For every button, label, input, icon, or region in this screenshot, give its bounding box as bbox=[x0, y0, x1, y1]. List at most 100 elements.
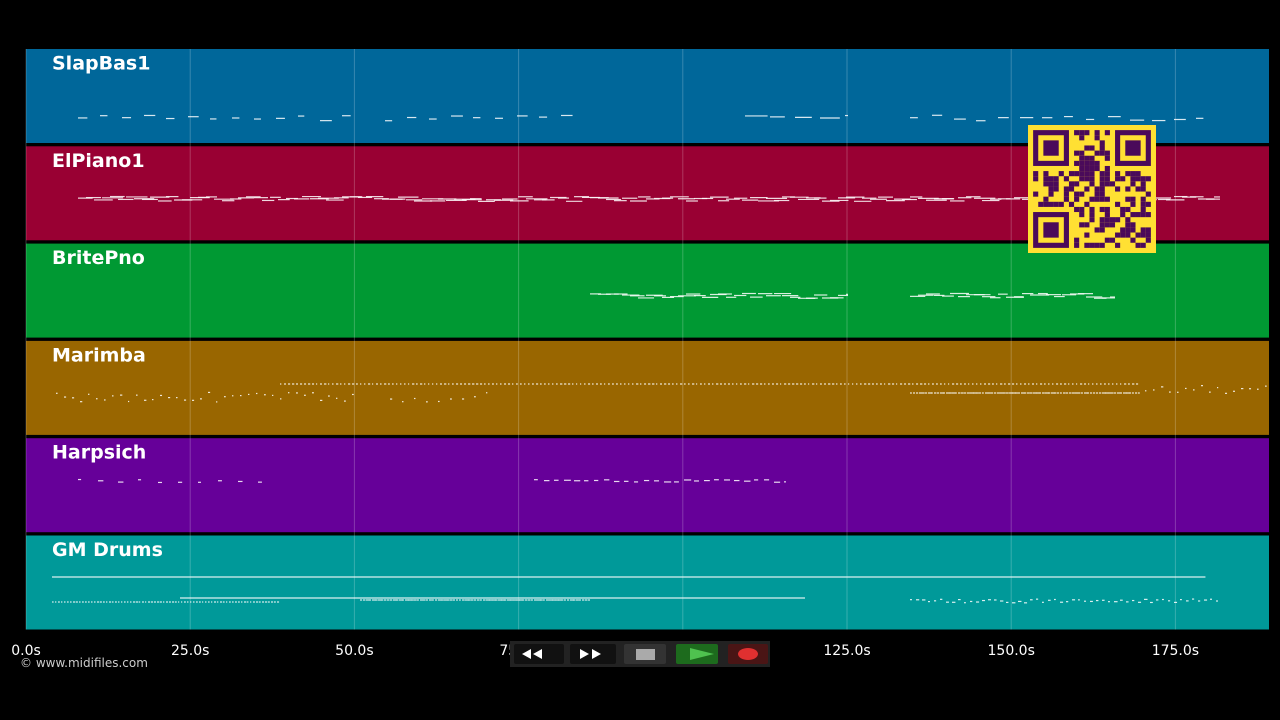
qr-cell bbox=[1104, 212, 1110, 218]
qr-cell bbox=[1104, 237, 1110, 243]
qr-cell bbox=[1140, 212, 1146, 218]
qr-cell bbox=[1135, 232, 1141, 238]
qr-cell bbox=[1130, 237, 1136, 243]
qr-cell bbox=[1099, 145, 1105, 151]
qr-cell bbox=[1125, 232, 1131, 238]
qr-cell bbox=[1094, 227, 1100, 233]
qr-cell bbox=[1033, 191, 1039, 197]
qr-cell bbox=[1099, 222, 1105, 228]
qr-cell bbox=[1079, 191, 1085, 197]
qr-cell bbox=[1135, 186, 1141, 192]
qr-cell bbox=[1068, 201, 1075, 207]
rewind-button[interactable] bbox=[514, 644, 564, 664]
qr-cell bbox=[1079, 222, 1085, 228]
track-name: GM Drums bbox=[52, 539, 163, 561]
qr-cell bbox=[1079, 165, 1085, 172]
qr-cell bbox=[1084, 160, 1090, 166]
qr-cell bbox=[1145, 176, 1151, 182]
qr-cell bbox=[1145, 227, 1151, 233]
qr-cell bbox=[1079, 130, 1085, 136]
qr-cell bbox=[1063, 191, 1069, 197]
qr-cell bbox=[1115, 242, 1121, 248]
qr-cell bbox=[1099, 191, 1105, 197]
qr-cell bbox=[1125, 206, 1131, 213]
qr-cell bbox=[1099, 196, 1105, 202]
qr-cell bbox=[1079, 212, 1085, 218]
qr-cell bbox=[1084, 242, 1090, 248]
forward-button[interactable] bbox=[570, 644, 616, 664]
qr-cell bbox=[1089, 171, 1095, 177]
qr-cell bbox=[1140, 201, 1146, 207]
qr-cell bbox=[1125, 171, 1131, 177]
qr-cell bbox=[1079, 160, 1085, 166]
qr-cell bbox=[1115, 171, 1121, 177]
qr-cell bbox=[1125, 227, 1131, 233]
qr-cell bbox=[1068, 186, 1075, 192]
qr-cell bbox=[1048, 176, 1054, 182]
qr-finder bbox=[1125, 140, 1141, 156]
qr-cell bbox=[1145, 232, 1151, 238]
record-button[interactable] bbox=[728, 644, 768, 664]
qr-cell bbox=[1094, 150, 1100, 156]
qr-cell bbox=[1130, 227, 1136, 233]
qr-cell bbox=[1094, 160, 1100, 166]
time-label: 150.0s bbox=[988, 643, 1035, 659]
qr-cell bbox=[1104, 165, 1110, 172]
qr-cell bbox=[1074, 206, 1080, 213]
qr-cell bbox=[1089, 145, 1095, 151]
qr-cell bbox=[1063, 186, 1069, 192]
qr-cell bbox=[1089, 206, 1095, 213]
qr-cell bbox=[1084, 232, 1090, 238]
qr-cell bbox=[1053, 186, 1059, 192]
qr-cell bbox=[1094, 242, 1100, 248]
qr-cell bbox=[1084, 145, 1090, 151]
qr-cell bbox=[1079, 171, 1085, 177]
qr-cell bbox=[1140, 242, 1146, 248]
qr-cell bbox=[1099, 150, 1105, 156]
qr-cell bbox=[1104, 150, 1110, 156]
play-button[interactable] bbox=[676, 644, 718, 664]
time-label: 175.0s bbox=[1152, 643, 1199, 659]
qr-code bbox=[1028, 125, 1156, 253]
qr-cell bbox=[1089, 242, 1095, 248]
qr-cell bbox=[1094, 191, 1100, 197]
qr-cell bbox=[1094, 130, 1100, 136]
time-label: 50.0s bbox=[335, 643, 373, 659]
qr-cell bbox=[1089, 176, 1095, 182]
qr-cell bbox=[1084, 130, 1090, 136]
qr-cell bbox=[1058, 201, 1064, 207]
qr-cell bbox=[1068, 171, 1075, 177]
qr-cell bbox=[1089, 217, 1095, 223]
qr-cell bbox=[1115, 217, 1121, 223]
qr-cell bbox=[1043, 181, 1049, 187]
stop-button[interactable] bbox=[624, 644, 666, 664]
track-name: SlapBas1 bbox=[52, 53, 150, 75]
qr-cell bbox=[1063, 176, 1069, 182]
qr-cell bbox=[1125, 196, 1131, 202]
qr-finder bbox=[1043, 140, 1059, 156]
qr-cell bbox=[1099, 181, 1105, 187]
qr-cell bbox=[1074, 196, 1080, 202]
qr-cell bbox=[1140, 227, 1146, 233]
track-lane bbox=[26, 243, 1269, 338]
qr-cell bbox=[1094, 165, 1100, 172]
qr-cell bbox=[1074, 160, 1080, 166]
qr-cell bbox=[1089, 160, 1095, 166]
qr-cell bbox=[1089, 212, 1095, 218]
qr-cell bbox=[1089, 196, 1095, 202]
qr-cell bbox=[1115, 186, 1121, 192]
time-label: 25.0s bbox=[171, 643, 209, 659]
qr-cell bbox=[1084, 155, 1090, 161]
qr-cell bbox=[1115, 176, 1121, 182]
qr-cell bbox=[1104, 155, 1110, 161]
qr-cell bbox=[1104, 176, 1110, 182]
qr-cell bbox=[1053, 201, 1059, 207]
qr-cell bbox=[1104, 181, 1110, 187]
qr-cell bbox=[1074, 181, 1080, 187]
qr-cell bbox=[1099, 176, 1105, 182]
qr-cell bbox=[1099, 242, 1105, 248]
qr-cell bbox=[1068, 181, 1075, 187]
qr-cell bbox=[1135, 242, 1141, 248]
qr-cell bbox=[1104, 171, 1110, 177]
qr-finder bbox=[1043, 222, 1059, 238]
